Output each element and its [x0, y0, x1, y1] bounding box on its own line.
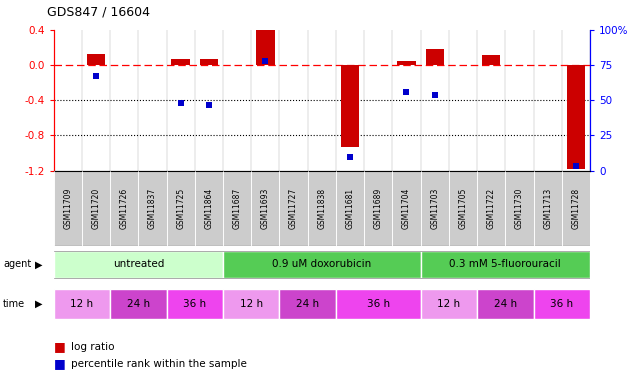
Text: GSM11725: GSM11725: [176, 188, 185, 229]
Bar: [223, 251, 421, 278]
Text: GSM11693: GSM11693: [261, 188, 270, 229]
Bar: [54, 289, 110, 319]
Bar: [223, 171, 251, 246]
Text: GSM11689: GSM11689: [374, 188, 383, 229]
Text: GSM11722: GSM11722: [487, 188, 496, 229]
Text: 12 h: 12 h: [240, 299, 262, 309]
Text: log ratio: log ratio: [71, 342, 115, 352]
Bar: [308, 171, 336, 246]
Bar: [505, 171, 534, 246]
Bar: [200, 59, 218, 65]
Bar: [534, 289, 590, 319]
Text: GSM11726: GSM11726: [120, 188, 129, 229]
Text: GSM11704: GSM11704: [402, 188, 411, 229]
Text: 24 h: 24 h: [493, 299, 517, 309]
Text: 36 h: 36 h: [550, 299, 574, 309]
Text: 12 h: 12 h: [437, 299, 461, 309]
Text: GSM11730: GSM11730: [515, 188, 524, 229]
Text: GSM11727: GSM11727: [289, 188, 298, 229]
Bar: [251, 171, 280, 246]
Bar: [195, 171, 223, 246]
Bar: [364, 171, 392, 246]
Text: GSM11864: GSM11864: [204, 188, 213, 229]
Text: ▶: ▶: [35, 260, 42, 269]
Bar: [425, 50, 444, 65]
Bar: [138, 171, 167, 246]
Text: GSM11703: GSM11703: [430, 188, 439, 229]
Bar: [223, 289, 280, 319]
Text: GDS847 / 16604: GDS847 / 16604: [47, 6, 150, 19]
Bar: [567, 65, 585, 169]
Text: ■: ■: [54, 357, 66, 370]
Bar: [280, 289, 336, 319]
Bar: [167, 171, 195, 246]
Text: GSM11709: GSM11709: [63, 188, 72, 229]
Text: GSM11687: GSM11687: [233, 188, 242, 229]
Text: ▶: ▶: [35, 299, 42, 309]
Bar: [421, 171, 449, 246]
Bar: [336, 171, 364, 246]
Bar: [54, 171, 82, 246]
Bar: [482, 55, 500, 65]
Bar: [82, 171, 110, 246]
Text: GSM11713: GSM11713: [543, 188, 552, 229]
Text: 12 h: 12 h: [70, 299, 93, 309]
Bar: [562, 171, 590, 246]
Text: 0.9 uM doxorubicin: 0.9 uM doxorubicin: [272, 260, 372, 269]
Text: percentile rank within the sample: percentile rank within the sample: [71, 359, 247, 369]
Bar: [449, 171, 477, 246]
Text: 36 h: 36 h: [183, 299, 206, 309]
Text: agent: agent: [3, 260, 32, 269]
Bar: [421, 251, 590, 278]
Bar: [477, 171, 505, 246]
Bar: [87, 54, 105, 65]
Bar: [392, 171, 421, 246]
Text: GSM11720: GSM11720: [91, 188, 100, 229]
Text: ■: ■: [54, 340, 66, 353]
Text: GSM11728: GSM11728: [572, 188, 581, 229]
Bar: [534, 171, 562, 246]
Text: GSM11838: GSM11838: [317, 188, 326, 229]
Text: GSM11705: GSM11705: [459, 188, 468, 229]
Text: 0.3 mM 5-fluorouracil: 0.3 mM 5-fluorouracil: [449, 260, 561, 269]
Bar: [280, 171, 308, 246]
Bar: [110, 289, 167, 319]
Text: time: time: [3, 299, 25, 309]
Text: GSM11837: GSM11837: [148, 188, 157, 229]
Bar: [341, 65, 359, 147]
Text: 24 h: 24 h: [296, 299, 319, 309]
Text: 24 h: 24 h: [127, 299, 150, 309]
Bar: [336, 289, 421, 319]
Bar: [54, 251, 223, 278]
Text: 36 h: 36 h: [367, 299, 390, 309]
Text: untreated: untreated: [113, 260, 164, 269]
Bar: [110, 171, 138, 246]
Bar: [172, 59, 190, 65]
Text: GSM11681: GSM11681: [346, 188, 355, 229]
Bar: [421, 289, 477, 319]
Bar: [477, 289, 534, 319]
Bar: [167, 289, 223, 319]
Bar: [398, 61, 416, 65]
Bar: [256, 30, 274, 65]
